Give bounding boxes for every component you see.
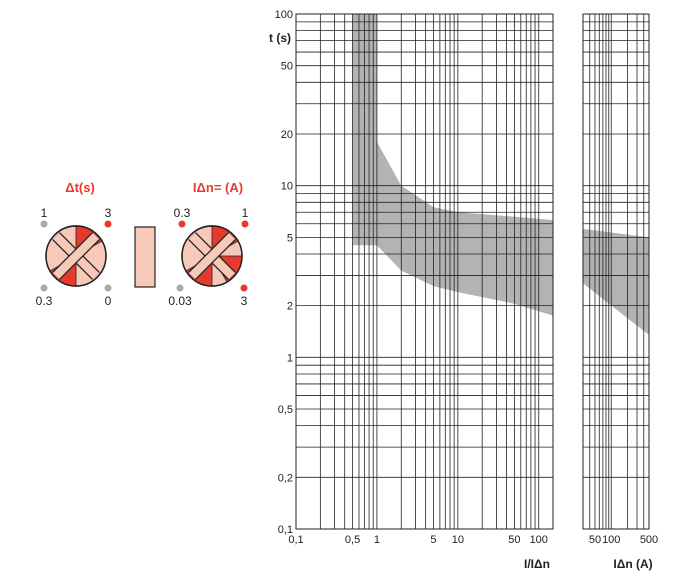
dt-dot-top-right	[104, 220, 112, 228]
idn-dot-bottom-right	[240, 284, 248, 292]
side-grid	[582, 13, 650, 530]
x-tick-label: 1	[374, 534, 380, 546]
main-grid	[295, 13, 554, 530]
x-tick-label: 100	[530, 534, 548, 546]
dt-label-top-right: 3	[105, 206, 112, 220]
side-trip-band-layer	[583, 228, 649, 335]
selector-block	[134, 226, 156, 288]
dt-dial-knob[interactable]	[45, 225, 107, 287]
x-tick-label: 0,1	[288, 534, 303, 546]
x-tick-label: 50	[508, 534, 520, 546]
side-x-tick-label: 500	[640, 534, 658, 546]
side-frame	[582, 13, 650, 530]
y-tick-label: 0,1	[278, 524, 293, 536]
y-tick-label: 2	[287, 301, 293, 313]
idn-label-top-right: 1	[242, 206, 249, 220]
main-trip-band-layer	[352, 14, 553, 316]
idn-dial-knob[interactable]	[181, 225, 243, 287]
x-tick-label: 10	[452, 534, 464, 546]
idn-label-bottom-left: 0.03	[168, 294, 192, 308]
side-x-axis-title: IΔn (A)	[613, 557, 652, 571]
y-tick-label: 10	[281, 181, 293, 193]
side-x-tick-label: 100	[602, 534, 620, 546]
main-frame	[295, 13, 554, 530]
side-trip-band	[583, 228, 649, 335]
idn-title: IΔn= (A)	[193, 180, 243, 195]
y-tick-label: 1	[287, 352, 293, 364]
dt-dot-bottom-left	[40, 284, 48, 292]
main-trip-band	[352, 14, 553, 316]
side-axis-labels: 50 100 500 IΔn (A)	[589, 534, 658, 571]
x-tick-label: 0,5	[345, 534, 360, 546]
idn-label-top-left: 0.3	[174, 206, 191, 220]
x-tick-label: 5	[430, 534, 436, 546]
dt-label-bottom-left: 0.3	[36, 294, 53, 308]
main-axis-labels: 0,1 0,2 0,5 1 2 5 10 20 50 100 0,1 0,5 1 5 10 50 100 t (s…	[269, 9, 550, 571]
idn-dot-top-right	[241, 220, 249, 228]
side-x-tick-label: 50	[589, 534, 601, 546]
dt-label-bottom-right: 0	[105, 294, 112, 308]
idn-label-bottom-right: 3	[241, 294, 248, 308]
x-axis-title: I/IΔn	[524, 557, 550, 571]
y-tick-label: 0,2	[278, 472, 293, 484]
settings-panel: Δt(s) IΔn= (A) 1 3 0.3 0 0.3 1 0.03 3	[36, 180, 249, 308]
dt-title: Δt(s)	[65, 180, 95, 195]
y-tick-label: 0,5	[278, 404, 293, 416]
y-axis-title: t (s)	[269, 31, 291, 45]
dt-dot-bottom-right	[104, 284, 112, 292]
y-tick-label: 50	[281, 61, 293, 73]
y-tick-label: 100	[275, 9, 293, 21]
y-tick-label: 5	[287, 232, 293, 244]
idn-dot-bottom-left	[176, 284, 184, 292]
dt-label-top-left: 1	[41, 206, 48, 220]
idn-dot-top-left	[178, 220, 186, 228]
y-tick-label: 20	[281, 129, 293, 141]
dt-dot-top-left	[40, 220, 48, 228]
